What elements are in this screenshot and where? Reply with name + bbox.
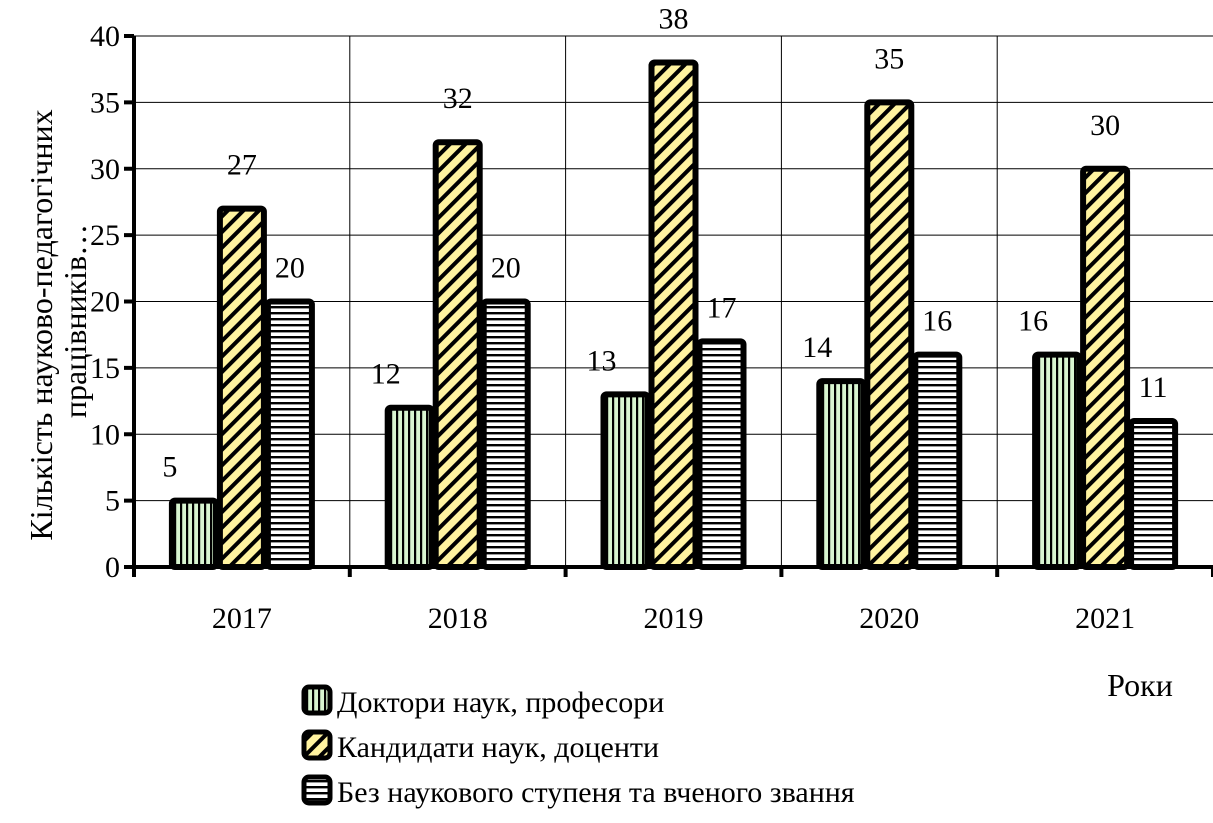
bar-2017-series-2 — [216, 205, 267, 570]
bar-2020-series-1 — [816, 378, 867, 570]
y-tick-label: 25 — [90, 219, 120, 252]
y-tick-label: 10 — [90, 418, 120, 451]
data-label-2021-series-2: 30 — [1090, 109, 1120, 142]
y-tick-label: 20 — [90, 286, 120, 319]
data-label-2017-series-2: 27 — [227, 149, 257, 182]
data-label-2019-series-3: 17 — [707, 291, 737, 324]
legend-swatch-1 — [301, 684, 333, 716]
y-tick-label: 0 — [105, 551, 120, 584]
bar-2018-series-1 — [384, 404, 435, 571]
data-label-2021-series-3: 11 — [1139, 371, 1168, 404]
data-label-2020-series-3: 16 — [922, 305, 952, 338]
data-label-2018-series-2: 32 — [443, 82, 473, 115]
bar-2018-series-2 — [432, 139, 483, 570]
bar-2017-series-3 — [264, 298, 315, 570]
x-tick-label-2020: 2020 — [859, 602, 919, 635]
data-label-2020-series-2: 35 — [874, 42, 904, 75]
legend-item-2: Кандидати наук, доценти — [301, 729, 659, 764]
data-label-2017-series-1: 5 — [162, 451, 177, 484]
y-axis-title: Кількість науково-педагогічних працівник… — [23, 109, 93, 540]
data-label-2021-series-1: 16 — [1018, 305, 1048, 338]
y-tick-label: 35 — [90, 86, 120, 119]
y-tick-label: 15 — [90, 352, 120, 385]
data-label-2018-series-3: 20 — [491, 252, 521, 285]
data-label-2019-series-1: 13 — [587, 344, 617, 377]
y-tick-label: 30 — [90, 153, 120, 186]
legend-item-1: Доктори наук, професори — [301, 684, 664, 719]
bar-2020-series-3 — [912, 351, 963, 570]
bar-2021-series-1 — [1032, 351, 1083, 570]
bar-2018-series-3 — [480, 298, 531, 570]
bar-2017-series-1 — [168, 497, 219, 570]
x-tick-label-2019: 2019 — [644, 602, 704, 635]
legend-swatch-3 — [301, 774, 333, 806]
legend-label-3: Без наукового ступеня та вченого звання — [337, 776, 855, 809]
legend-swatch-2 — [301, 729, 333, 761]
bar-2020-series-2 — [864, 99, 915, 570]
y-tick-label: 5 — [105, 485, 120, 518]
bar-2021-series-2 — [1080, 165, 1131, 570]
bar-2019-series-1 — [600, 391, 651, 570]
data-label-2019-series-2: 38 — [659, 3, 689, 36]
x-tick-label-2017: 2017 — [212, 602, 272, 635]
x-tick-label-2021: 2021 — [1075, 602, 1135, 635]
bar-2019-series-2 — [648, 59, 699, 571]
bar-2021-series-3 — [1128, 417, 1179, 570]
legend-item-3: Без наукового ступеня та вченого звання — [301, 774, 855, 809]
data-label-2018-series-1: 12 — [371, 358, 401, 391]
y-tick-label: 40 — [90, 20, 120, 53]
legend-label-1: Доктори наук, професори — [337, 686, 664, 719]
x-axis-title: Роки — [1107, 667, 1173, 703]
legend: Доктори наук, професори Кандидати наук, д… — [301, 684, 855, 809]
data-label-2020-series-1: 14 — [802, 331, 832, 364]
legend-label-2: Кандидати наук, доценти — [337, 731, 659, 764]
y-axis-title-line-2: працівників… — [57, 224, 93, 426]
y-axis-title-line-1: Кількість науково-педагогічних — [23, 109, 59, 540]
bar-2019-series-3 — [696, 338, 747, 571]
x-tick-label-2018: 2018 — [428, 602, 488, 635]
data-label-2017-series-3: 20 — [275, 252, 305, 285]
